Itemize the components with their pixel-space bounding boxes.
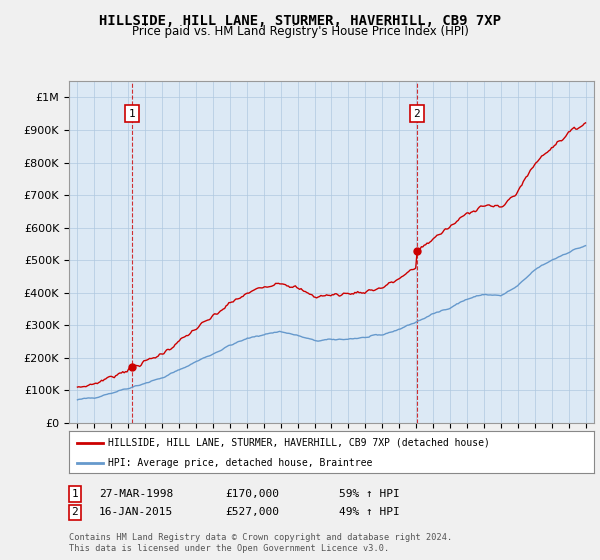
Text: HILLSIDE, HILL LANE, STURMER, HAVERHILL, CB9 7XP (detached house): HILLSIDE, HILL LANE, STURMER, HAVERHILL,…: [109, 438, 490, 448]
Text: 16-JAN-2015: 16-JAN-2015: [99, 507, 173, 517]
Text: 27-MAR-1998: 27-MAR-1998: [99, 489, 173, 499]
Text: 2: 2: [71, 507, 79, 517]
Text: 49% ↑ HPI: 49% ↑ HPI: [339, 507, 400, 517]
Text: £170,000: £170,000: [225, 489, 279, 499]
Text: Contains HM Land Registry data © Crown copyright and database right 2024.
This d: Contains HM Land Registry data © Crown c…: [69, 533, 452, 553]
Text: 1: 1: [71, 489, 79, 499]
Text: HILLSIDE, HILL LANE, STURMER, HAVERHILL, CB9 7XP: HILLSIDE, HILL LANE, STURMER, HAVERHILL,…: [99, 14, 501, 28]
Text: 59% ↑ HPI: 59% ↑ HPI: [339, 489, 400, 499]
Text: HPI: Average price, detached house, Braintree: HPI: Average price, detached house, Brai…: [109, 458, 373, 468]
Text: £527,000: £527,000: [225, 507, 279, 517]
Text: 1: 1: [129, 109, 136, 119]
Text: Price paid vs. HM Land Registry's House Price Index (HPI): Price paid vs. HM Land Registry's House …: [131, 25, 469, 38]
Text: 2: 2: [413, 109, 420, 119]
